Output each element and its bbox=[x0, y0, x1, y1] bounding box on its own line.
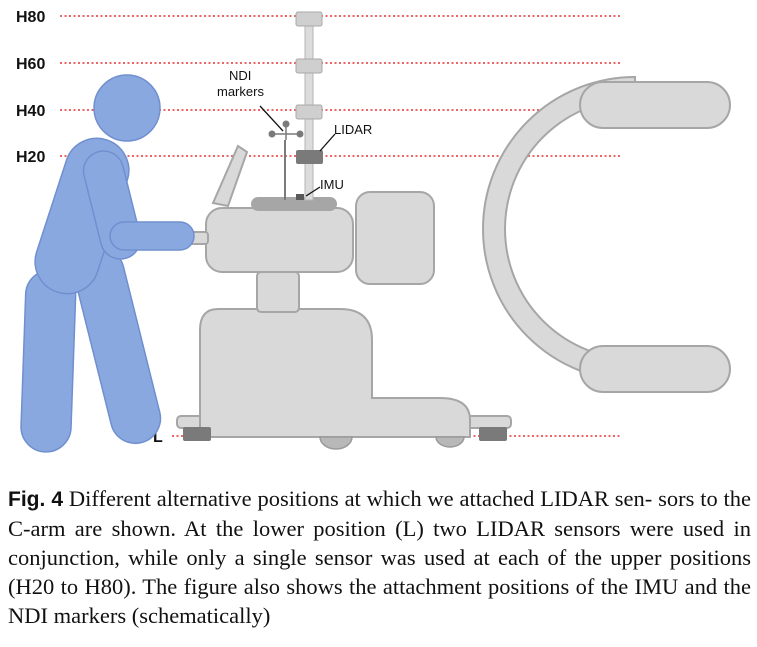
label-h40: H40 bbox=[16, 103, 45, 120]
label-l: L bbox=[153, 429, 163, 446]
operator-forearm bbox=[109, 221, 195, 251]
base-body bbox=[199, 308, 471, 438]
ndi-leader bbox=[259, 105, 284, 132]
lidar-sensor-lower-right bbox=[479, 427, 507, 441]
caption-figure-label: Fig. 4 bbox=[8, 488, 64, 511]
wheel-rear bbox=[435, 436, 465, 448]
caption-line-1: Different alternative positions at which… bbox=[68, 486, 653, 511]
lidar-sensor-lower-left bbox=[183, 427, 211, 441]
ndi-label-line1: NDI bbox=[229, 68, 251, 83]
monitor-arm bbox=[211, 144, 249, 208]
main-body bbox=[205, 207, 354, 273]
caption-line-2: sors to the C-arm are shown. At the lowe… bbox=[8, 486, 752, 541]
operator-figure bbox=[20, 74, 195, 453]
caption-line-3: sensors were used in conjunction, while … bbox=[8, 516, 751, 570]
ndi-marker-1 bbox=[268, 130, 276, 138]
lidar-sensors-lower bbox=[183, 427, 507, 441]
c-arm-upper-end bbox=[579, 81, 731, 129]
callout-leaders bbox=[259, 105, 336, 197]
c-arm-joint bbox=[355, 191, 435, 285]
caption-line-5: attachment positions of the IMU and the … bbox=[8, 574, 752, 628]
height-guide-lines bbox=[60, 15, 620, 437]
mount-h40 bbox=[295, 104, 323, 120]
c-arm-figure: H80 H60 H40 H20 L bbox=[16, 9, 731, 453]
imu-label: IMU bbox=[320, 177, 344, 192]
imu-leader bbox=[305, 186, 321, 197]
lidar-sensor-h20 bbox=[296, 150, 323, 164]
top-plate bbox=[251, 197, 337, 211]
base-column bbox=[256, 271, 300, 313]
ndi-marker-2 bbox=[296, 130, 304, 138]
label-h60: H60 bbox=[16, 56, 45, 73]
label-h80: H80 bbox=[16, 9, 45, 26]
caption-line-4: at each of the upper positions (H20 to H… bbox=[8, 545, 751, 599]
c-arm-lower-end bbox=[579, 345, 731, 393]
figure-caption: Fig. 4 Different alternative positions a… bbox=[8, 484, 751, 630]
mount-h80 bbox=[295, 11, 323, 27]
operator-front-leg bbox=[20, 269, 77, 453]
label-h20: H20 bbox=[16, 149, 45, 166]
lidar-label: LIDAR bbox=[334, 122, 372, 137]
c-arm-base bbox=[176, 144, 512, 438]
imu-sensor bbox=[296, 194, 304, 200]
wheels bbox=[319, 436, 465, 450]
c-arm bbox=[355, 75, 731, 393]
sensor-mast bbox=[295, 11, 323, 201]
ndi-label-line2: markers bbox=[217, 84, 264, 99]
operator-head bbox=[93, 74, 161, 142]
mount-h60 bbox=[295, 58, 323, 74]
lidar-leader bbox=[319, 133, 336, 152]
ndi-markers bbox=[268, 120, 304, 200]
wheel-front bbox=[319, 436, 353, 450]
